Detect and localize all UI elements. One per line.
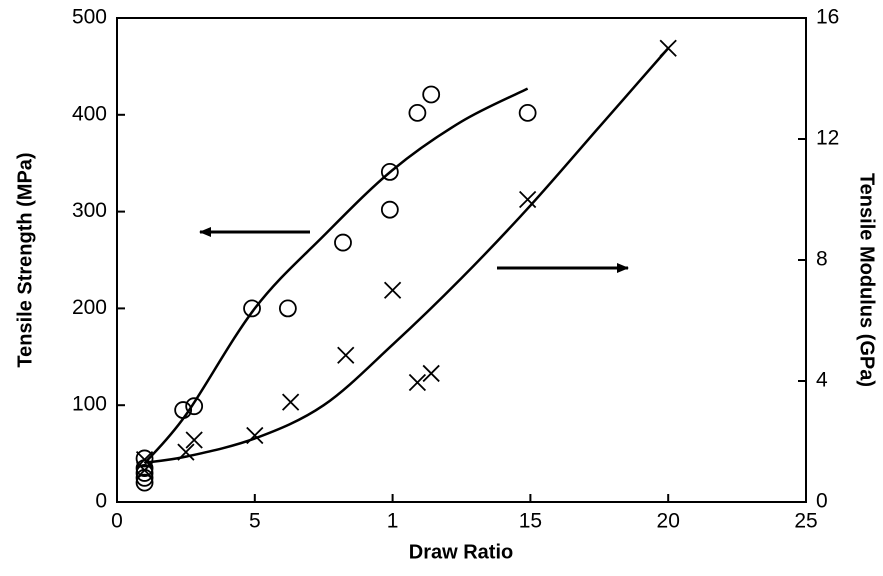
x-tick-label: 5 (249, 510, 261, 533)
x-tick-label: 0 (111, 510, 123, 533)
x-tick-label: 25 (794, 510, 817, 533)
fit-curve (144, 47, 670, 464)
plot-frame (116, 17, 807, 503)
data-point (135, 473, 154, 492)
x-tick-label: 1 (387, 510, 399, 533)
data-point (422, 85, 441, 104)
data-point (185, 397, 204, 416)
data-point (519, 190, 537, 209)
y-tick-label: 200 (72, 296, 107, 319)
data-point (281, 393, 300, 411)
data-point (408, 373, 427, 392)
data-point (422, 364, 440, 383)
x-tick-label: 20 (657, 510, 680, 533)
data-point (383, 281, 402, 299)
y-tick-label: 100 (72, 393, 107, 416)
data-point (518, 103, 537, 122)
y-axis-label: Tensile Strength (MPa) (14, 152, 36, 367)
y-tick-label: 400 (72, 102, 107, 125)
data-point (135, 451, 154, 469)
y2-tick-label: 16 (816, 6, 839, 29)
y2-tick-label: 12 (816, 127, 839, 150)
x-tick-label: 15 (519, 510, 542, 533)
data-point (380, 200, 399, 219)
data-point (334, 233, 352, 252)
data-point (408, 103, 427, 122)
data-point (337, 346, 355, 364)
data-point (380, 163, 399, 181)
data-point (185, 431, 203, 449)
y-tick-label: 0 (95, 490, 107, 513)
data-point (243, 299, 261, 318)
data-point (135, 464, 154, 482)
y2-tick-label: 8 (816, 248, 828, 271)
fit-curve (143, 87, 529, 465)
y2-axis-label: Tensile Modulus (GPa) (856, 173, 878, 387)
y-tick-label: 300 (72, 199, 107, 222)
y2-tick-label: 4 (816, 369, 828, 392)
x-axis-label: Draw Ratio (409, 541, 513, 563)
y2-tick-label: 0 (816, 490, 828, 513)
data-point (278, 299, 297, 318)
data-point (135, 449, 154, 468)
y-tick-label: 500 (72, 6, 107, 29)
